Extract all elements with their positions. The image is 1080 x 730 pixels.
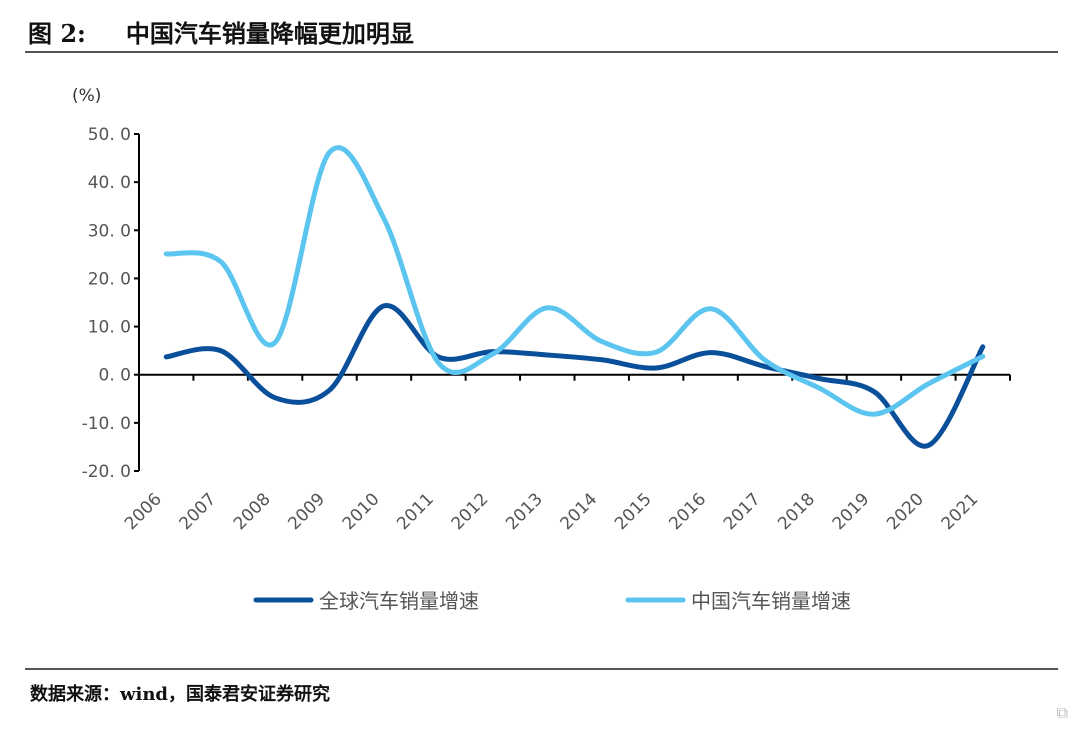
legend-label: 全球汽车销量增速: [319, 589, 479, 613]
y-tick-label: 30. 0: [88, 221, 131, 241]
line-chart: -20. 0 -10. 0 0. 0 10. 0 20. 0 30. 0 40. 0 50. …: [82, 125, 1011, 613]
x-tick-label: 2013: [502, 489, 547, 534]
x-tick-label: 2015: [611, 489, 656, 534]
y-tick-label: -20. 0: [82, 462, 131, 482]
y-axis-unit: (%): [72, 86, 102, 106]
legend-label: 中国汽车销量增速: [691, 589, 851, 613]
y-tick-label: 40. 0: [88, 173, 131, 193]
x-tick-label: 2009: [284, 489, 329, 534]
series-line-global: [163, 303, 986, 449]
x-tick-label: 2010: [339, 489, 384, 534]
x-tick-label: 2014: [557, 489, 602, 534]
y-tick-label: 10. 0: [88, 318, 131, 338]
x-tick-label: 2021: [938, 489, 983, 534]
x-tick-label: 2007: [175, 489, 220, 534]
x-tick-label: 2018: [774, 489, 819, 534]
x-tick-label: 2016: [665, 489, 710, 534]
y-tick-label: 0. 0: [99, 366, 131, 386]
y-tick-label: -10. 0: [82, 414, 131, 434]
y-tick-label: 50. 0: [88, 125, 131, 145]
bottom-divider: [25, 668, 1058, 670]
figure-title-text: 中国汽车销量降幅更加明显: [125, 19, 414, 48]
y-tick-label: 20. 0: [88, 269, 131, 289]
x-tick-label: 2019: [829, 489, 874, 534]
x-tick-label: 2008: [230, 489, 275, 534]
x-tick-label: 2011: [393, 489, 438, 534]
watermark-logo: ⧉: [1056, 703, 1068, 722]
figure-title: 图 2: 中国汽车销量降幅更加明显: [28, 14, 414, 49]
x-tick-label: 2017: [720, 489, 765, 534]
top-divider: [25, 51, 1058, 53]
figure-number: 图 2:: [28, 19, 86, 48]
x-tick-label: 2012: [448, 489, 493, 534]
x-tick-label: 2020: [883, 489, 928, 534]
source-note: 数据来源：wind，国泰君安证券研究: [30, 684, 331, 705]
series-line-china: [163, 145, 986, 417]
x-tick-label: 2006: [121, 489, 166, 534]
